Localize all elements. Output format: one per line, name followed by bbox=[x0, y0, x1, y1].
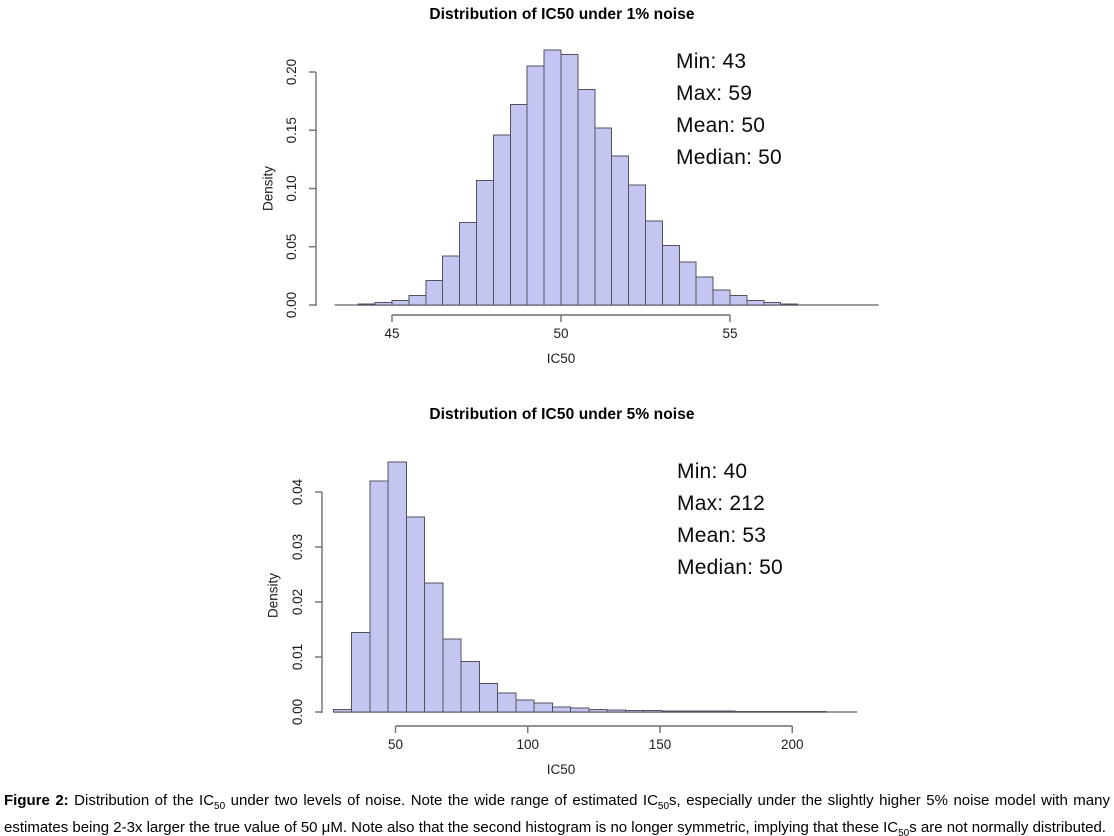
histogram-bar bbox=[679, 710, 699, 713]
histogram-bar bbox=[746, 299, 765, 306]
histogram-2: 0.00 0.01 0.02 0.03 0.04 50 100 150 200 bbox=[290, 461, 858, 752]
histogram-bar bbox=[405, 516, 426, 713]
histogram-bar bbox=[459, 221, 478, 306]
y-tick-label: 0.00 bbox=[284, 292, 299, 318]
histogram-bar bbox=[460, 660, 480, 713]
y-tick-label: 0.00 bbox=[290, 699, 305, 725]
histogram-bar bbox=[526, 65, 545, 306]
y-tick-label: 0.03 bbox=[290, 534, 305, 560]
histogram-bar bbox=[425, 280, 444, 306]
chart-2-stat-min: Min: 40 bbox=[677, 460, 748, 483]
figure-caption: Figure 2: Distribution of the IC50 under… bbox=[4, 790, 1110, 836]
histogram-bar bbox=[424, 582, 444, 713]
histogram-bar bbox=[643, 709, 663, 713]
chart-1-y-axis-label: Density bbox=[260, 166, 276, 212]
y-tick-label: 0.04 bbox=[290, 478, 305, 505]
histogram-bar bbox=[543, 49, 562, 306]
histogram-bar bbox=[624, 709, 645, 713]
histogram-bar bbox=[752, 711, 772, 713]
chart-1-stat-max: Max: 59 bbox=[676, 82, 753, 105]
x-tick-label: 200 bbox=[781, 737, 804, 752]
chart-2-stats: Min: 40 Max: 212 Mean: 53 Median: 50 bbox=[677, 456, 783, 584]
histogram-bar bbox=[697, 710, 718, 713]
histogram-bar bbox=[570, 707, 590, 713]
histogram-bar bbox=[408, 295, 427, 306]
histogram-bar bbox=[387, 461, 407, 713]
chart-1-stats: Min: 43 Max: 59 Mean: 50 Median: 50 bbox=[676, 46, 782, 174]
histogram-bar bbox=[357, 303, 376, 306]
histogram-bar bbox=[611, 155, 630, 306]
x-tick-label: 100 bbox=[516, 737, 539, 752]
caption-text: s, especially under the slightly higher … bbox=[4, 792, 1110, 836]
y-tick-label: 0.02 bbox=[290, 589, 305, 615]
histogram-bar bbox=[712, 289, 731, 306]
histogram-bar bbox=[478, 682, 499, 713]
histogram-bar bbox=[606, 709, 626, 713]
x-tick-label: 150 bbox=[649, 737, 672, 752]
y-tick-label: 0.01 bbox=[290, 644, 305, 670]
histogram-1: 0.00 0.05 0.10 0.15 0.20 45 50 55 bbox=[284, 49, 879, 341]
chart-1-title: Distribution of IC50 under 1% noise bbox=[429, 6, 695, 23]
chart-2-stat-median: Median: 50 bbox=[677, 556, 783, 579]
chart-2-y-axis-label: Density bbox=[265, 573, 281, 619]
histogram-bar bbox=[661, 245, 680, 306]
y-tick-label: 0.10 bbox=[284, 175, 299, 201]
chart-2-title: Distribution of IC50 under 5% noise bbox=[429, 406, 695, 423]
chart-2-stat-mean: Mean: 53 bbox=[677, 524, 767, 547]
histogram-bar bbox=[789, 711, 809, 713]
chart-1-stat-median: Median: 50 bbox=[676, 146, 782, 169]
histogram-bar bbox=[734, 711, 754, 713]
caption-text: Distribution of the IC bbox=[68, 792, 215, 809]
caption-text: under two levels of noise. Note the wide… bbox=[225, 792, 658, 809]
chart-2-x-axis-label: IC50 bbox=[546, 762, 576, 777]
histogram-bar bbox=[551, 706, 572, 713]
histogram-bar bbox=[807, 711, 827, 713]
chart-1-stat-mean: Mean: 50 bbox=[676, 114, 766, 137]
histogram-bar bbox=[588, 708, 608, 713]
histogram-bar bbox=[770, 711, 791, 713]
x-tick-label: 50 bbox=[388, 737, 403, 752]
histogram-bar bbox=[695, 276, 714, 306]
histogram-bar bbox=[716, 710, 736, 713]
chart-2-stat-max: Max: 212 bbox=[677, 492, 765, 515]
y-tick-label: 0.20 bbox=[284, 59, 299, 85]
caption-text: Figure 2: bbox=[4, 792, 69, 809]
x-tick-label: 55 bbox=[722, 326, 737, 341]
histogram-bar bbox=[442, 638, 462, 713]
y-tick-label: 0.15 bbox=[284, 117, 299, 143]
x-tick-label: 50 bbox=[553, 326, 568, 341]
histogram-bar bbox=[628, 184, 646, 306]
histogram-bar bbox=[661, 710, 681, 713]
caption-subscript: 50 bbox=[214, 801, 226, 812]
caption-text: s are not normally distributed. bbox=[909, 819, 1106, 836]
chart-1-stat-min: Min: 43 bbox=[676, 50, 747, 73]
histogram-bar bbox=[492, 134, 511, 306]
histogram-bar bbox=[476, 179, 494, 306]
histogram-bar bbox=[560, 54, 579, 306]
x-tick-label: 45 bbox=[384, 326, 399, 341]
histogram-bar bbox=[442, 255, 461, 306]
histogram-bar bbox=[374, 302, 393, 306]
histogram-bar bbox=[332, 708, 353, 713]
chart-1-x-axis-label: IC50 bbox=[546, 351, 576, 366]
histogram-bar bbox=[369, 480, 389, 713]
y-tick-label: 0.05 bbox=[284, 234, 299, 260]
histogram-bar bbox=[678, 261, 697, 306]
histogram-bar bbox=[577, 89, 596, 306]
histogram-bar bbox=[729, 295, 748, 306]
histogram-bar bbox=[533, 702, 553, 713]
histogram-bar bbox=[351, 631, 371, 713]
histogram-bar bbox=[515, 699, 535, 713]
histogram-bar bbox=[391, 299, 410, 306]
caption-subscript: 50 bbox=[898, 828, 910, 836]
histogram-bar bbox=[594, 127, 613, 306]
caption-subscript: 50 bbox=[657, 801, 670, 812]
histogram-bar bbox=[763, 302, 782, 306]
histogram-bar bbox=[497, 692, 517, 713]
histogram-bar bbox=[780, 303, 799, 306]
histogram-bar bbox=[509, 104, 528, 306]
histogram-bar bbox=[645, 220, 663, 306]
